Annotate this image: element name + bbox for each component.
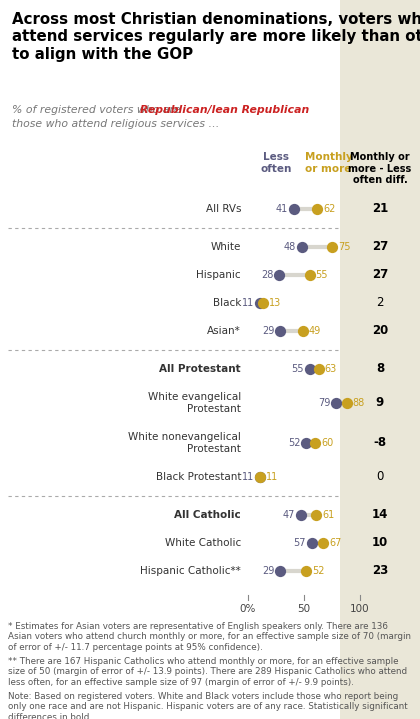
Text: 11: 11 bbox=[242, 298, 255, 308]
Text: White nonevangelical
Protestant: White nonevangelical Protestant bbox=[128, 432, 241, 454]
Text: White: White bbox=[210, 242, 241, 252]
Text: 62: 62 bbox=[323, 204, 336, 214]
Text: 23: 23 bbox=[372, 564, 388, 577]
Text: 52: 52 bbox=[288, 438, 300, 448]
Text: Monthly or
more - Less
often diff.: Monthly or more - Less often diff. bbox=[348, 152, 412, 186]
Text: Republican/lean Republican: Republican/lean Republican bbox=[140, 105, 309, 115]
Text: All RVs: All RVs bbox=[205, 204, 241, 214]
Text: 0%: 0% bbox=[240, 604, 256, 614]
Text: 27: 27 bbox=[372, 268, 388, 282]
Text: 2: 2 bbox=[376, 296, 384, 309]
Text: Black: Black bbox=[213, 298, 241, 308]
Text: 47: 47 bbox=[282, 510, 295, 520]
Text: 79: 79 bbox=[318, 398, 331, 408]
Text: 50: 50 bbox=[297, 604, 310, 614]
Text: % of registered voters who are: % of registered voters who are bbox=[12, 105, 184, 115]
Text: 28: 28 bbox=[261, 270, 273, 280]
Text: 21: 21 bbox=[372, 203, 388, 216]
Text: 29: 29 bbox=[262, 326, 275, 336]
Text: 9: 9 bbox=[376, 396, 384, 410]
Text: -8: -8 bbox=[373, 436, 386, 449]
Text: 57: 57 bbox=[293, 538, 306, 548]
Text: 55: 55 bbox=[291, 364, 304, 374]
Text: Monthly
or more: Monthly or more bbox=[305, 152, 352, 173]
Text: Less
often: Less often bbox=[260, 152, 291, 173]
Text: 60: 60 bbox=[321, 438, 333, 448]
Text: 20: 20 bbox=[372, 324, 388, 337]
Text: 10: 10 bbox=[372, 536, 388, 549]
Text: 63: 63 bbox=[325, 364, 337, 374]
Text: 11: 11 bbox=[266, 472, 278, 482]
Text: those who attend religious services …: those who attend religious services … bbox=[12, 119, 219, 129]
Text: 27: 27 bbox=[372, 240, 388, 254]
Text: Hispanic: Hispanic bbox=[197, 270, 241, 280]
Text: Across most Christian denominations, voters who
attend services regularly are mo: Across most Christian denominations, vot… bbox=[12, 12, 420, 62]
Text: 41: 41 bbox=[276, 204, 288, 214]
Bar bbox=[340, 0, 420, 719]
Text: 8: 8 bbox=[376, 362, 384, 375]
Text: 88: 88 bbox=[352, 398, 365, 408]
Text: 13: 13 bbox=[268, 298, 281, 308]
Text: White Catholic: White Catholic bbox=[165, 538, 241, 548]
Text: Hispanic Catholic**: Hispanic Catholic** bbox=[140, 566, 241, 576]
Text: 11: 11 bbox=[242, 472, 255, 482]
Text: 55: 55 bbox=[315, 270, 328, 280]
Text: ** There are 167 Hispanic Catholics who attend monthly or more, for an effective: ** There are 167 Hispanic Catholics who … bbox=[8, 657, 407, 687]
Text: Black Protestant: Black Protestant bbox=[155, 472, 241, 482]
Text: 14: 14 bbox=[372, 508, 388, 521]
Text: 67: 67 bbox=[329, 538, 341, 548]
Text: 49: 49 bbox=[309, 326, 321, 336]
Text: * Estimates for Asian voters are representative of English speakers only. There : * Estimates for Asian voters are represe… bbox=[8, 622, 411, 652]
Text: 48: 48 bbox=[284, 242, 296, 252]
Text: All Catholic: All Catholic bbox=[174, 510, 241, 520]
Text: All Protestant: All Protestant bbox=[159, 364, 241, 374]
Text: 75: 75 bbox=[338, 242, 351, 252]
Text: 29: 29 bbox=[262, 566, 275, 576]
Text: 61: 61 bbox=[322, 510, 335, 520]
Text: Note: Based on registered voters. White and Black voters include those who repor: Note: Based on registered voters. White … bbox=[8, 692, 408, 719]
Text: White evangelical
Protestant: White evangelical Protestant bbox=[148, 392, 241, 414]
Text: 0: 0 bbox=[376, 470, 384, 483]
Text: 100: 100 bbox=[350, 604, 370, 614]
Text: 52: 52 bbox=[312, 566, 325, 576]
Text: Asian*: Asian* bbox=[207, 326, 241, 336]
